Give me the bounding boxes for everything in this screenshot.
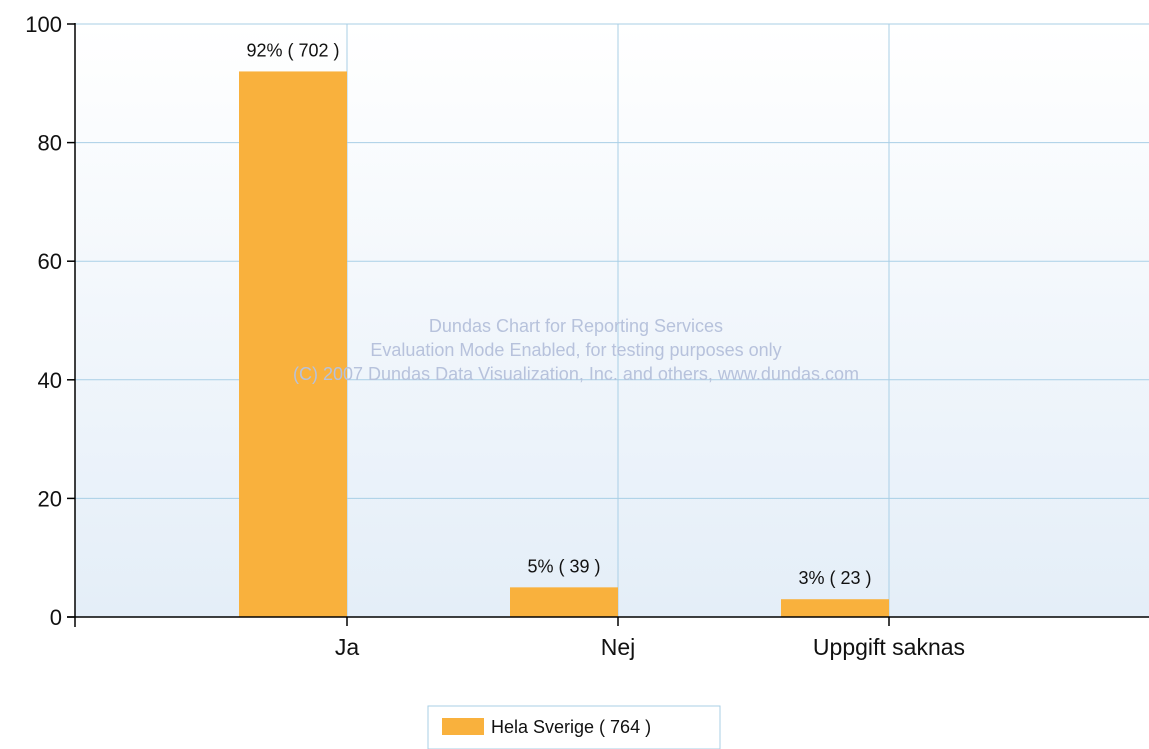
watermark-line-2: Evaluation Mode Enabled, for testing pur…: [370, 340, 781, 360]
x-category-label: Nej: [601, 634, 636, 660]
evaluation-watermark: Dundas Chart for Reporting Services Eval…: [293, 316, 859, 384]
axes: 0 20 40 60 80 100 Ja Nej Uppgift saknas: [25, 12, 1149, 660]
bar-ja: [239, 71, 347, 617]
y-tick-label: 60: [38, 249, 62, 274]
bar-series: [239, 71, 889, 617]
data-label: 5% ( 39 ): [527, 556, 600, 576]
y-tick-label: 80: [38, 131, 62, 156]
data-label: 3% ( 23 ): [798, 568, 871, 588]
bar-uppgift-saknas: [781, 599, 889, 617]
watermark-line-1: Dundas Chart for Reporting Services: [429, 316, 723, 336]
x-category-label: Ja: [335, 634, 360, 660]
data-labels: 92% ( 702 ) 5% ( 39 ) 3% ( 23 ): [246, 40, 871, 588]
x-category-label: Uppgift saknas: [813, 634, 965, 660]
y-tick-label: 40: [38, 368, 62, 393]
legend: Hela Sverige ( 764 ): [427, 705, 721, 749]
legend-series-label: Hela Sverige ( 764 ): [491, 717, 651, 737]
y-tick-label: 100: [25, 12, 62, 37]
data-label: 92% ( 702 ): [246, 40, 339, 60]
legend-swatch: [442, 718, 484, 735]
watermark-line-3: (C) 2007 Dundas Data Visualization, Inc.…: [293, 364, 859, 384]
y-tick-label: 20: [38, 486, 62, 511]
y-tick-label: 0: [50, 605, 62, 630]
bar-nej: [510, 587, 618, 617]
